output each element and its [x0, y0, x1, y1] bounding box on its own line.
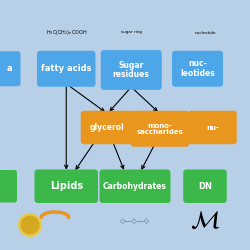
- FancyBboxPatch shape: [100, 170, 170, 203]
- FancyBboxPatch shape: [183, 170, 227, 203]
- Text: sugar ring: sugar ring: [121, 30, 142, 34]
- FancyBboxPatch shape: [101, 50, 162, 90]
- Text: Sugar
residues: Sugar residues: [113, 61, 150, 79]
- FancyBboxPatch shape: [37, 51, 96, 87]
- FancyBboxPatch shape: [0, 51, 20, 86]
- Circle shape: [19, 214, 41, 236]
- Text: $\mathsf{H_3C}$$\mathsf{(CH_2)_n}$$\mathsf{COOH}$: $\mathsf{H_3C}$$\mathsf{(CH_2)_n}$$\math…: [46, 28, 87, 37]
- Text: nu-: nu-: [206, 124, 219, 130]
- FancyBboxPatch shape: [0, 170, 17, 202]
- Text: Lipids: Lipids: [50, 181, 83, 191]
- Text: DN: DN: [198, 182, 212, 191]
- FancyBboxPatch shape: [34, 170, 98, 203]
- FancyBboxPatch shape: [172, 51, 223, 87]
- Text: Carbohydrates: Carbohydrates: [103, 182, 167, 191]
- Text: a: a: [6, 64, 12, 73]
- Text: glycerol: glycerol: [90, 123, 125, 132]
- Text: nuc-
leotides: nuc- leotides: [180, 60, 215, 78]
- Text: mono-
saccharides: mono- saccharides: [136, 122, 184, 135]
- Text: ◇—◇—◇: ◇—◇—◇: [120, 218, 150, 224]
- Text: fatty acids: fatty acids: [41, 64, 92, 73]
- FancyBboxPatch shape: [131, 111, 189, 147]
- FancyBboxPatch shape: [188, 111, 237, 144]
- Text: $\mathcal{M}$: $\mathcal{M}$: [190, 209, 220, 233]
- Circle shape: [21, 216, 39, 234]
- FancyBboxPatch shape: [81, 111, 134, 144]
- Text: nucleotide: nucleotide: [194, 30, 216, 34]
